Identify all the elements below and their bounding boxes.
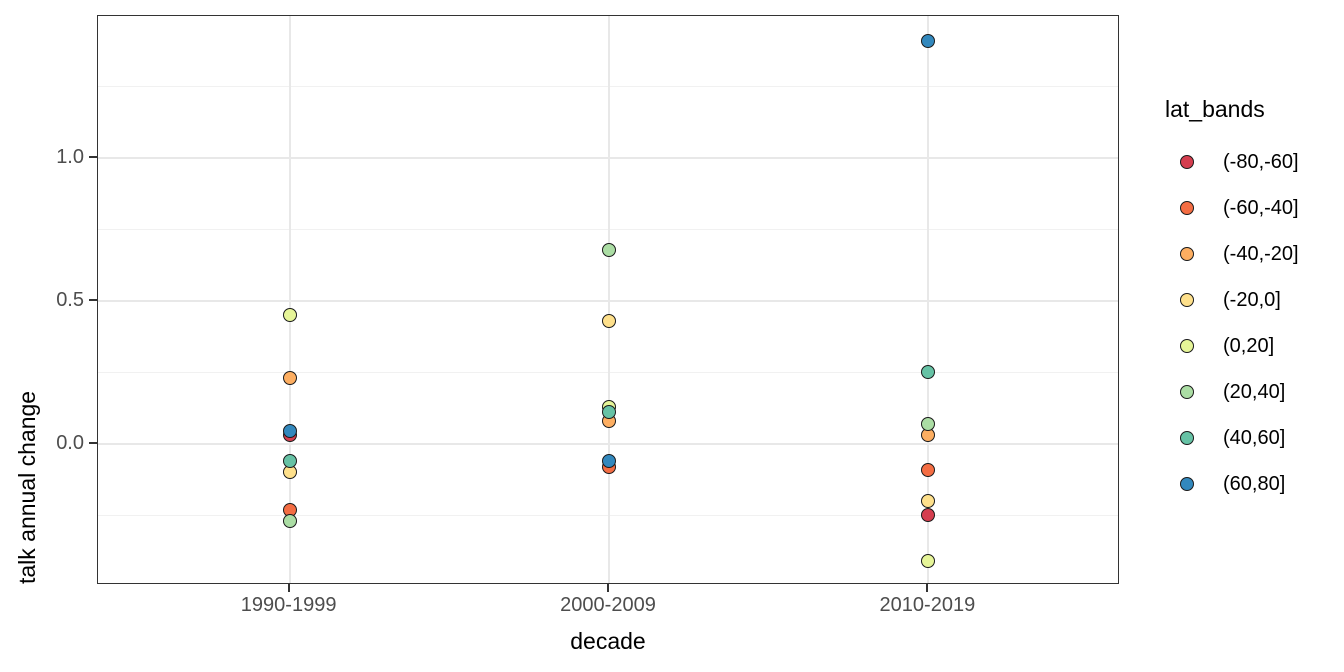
x-axis-title: decade	[570, 628, 646, 654]
x-tick-mark	[607, 584, 609, 592]
legend-item-label: (-40,-20]	[1223, 242, 1299, 265]
x-tick-label: 2010-2019	[879, 594, 976, 616]
legend: lat_bands (-80,-60] (-60,-40] (-40,-20] (-2…	[1163, 96, 1343, 507]
legend-item-label: (-60,-40]	[1223, 196, 1299, 219]
x-tick-mark	[926, 584, 929, 592]
y-tick-label: 0.0	[56, 431, 84, 454]
legend-items: (-80,-60] (-60,-40] (-40,-20] (-20,0] (0,20]…	[1163, 139, 1343, 507]
legend-item-label: (0,20]	[1223, 334, 1275, 357]
y-tick-label: 1.0	[56, 146, 84, 169]
legend-item: (40,60]	[1163, 415, 1343, 461]
legend-key-icon	[1180, 477, 1194, 491]
legend-key-icon	[1180, 293, 1194, 307]
x-tick-label: 2000-2009	[560, 594, 656, 616]
legend-item-label: (20,40]	[1223, 380, 1286, 403]
data-point	[282, 371, 297, 386]
legend-key-icon	[1180, 431, 1194, 445]
data-point	[602, 405, 616, 420]
legend-item: (-40,-20]	[1163, 231, 1343, 277]
data-point	[921, 508, 936, 523]
legend-key-icon	[1180, 339, 1194, 353]
legend-key-icon	[1180, 155, 1194, 169]
x-tick-mark	[287, 584, 290, 592]
vertical-gridline	[608, 16, 610, 583]
data-point	[921, 34, 936, 49]
legend-title: lat_bands	[1165, 96, 1265, 122]
y-tick-mark	[89, 299, 97, 302]
data-point	[282, 308, 297, 323]
plot-panel	[97, 15, 1119, 584]
data-point	[921, 416, 936, 431]
data-point	[282, 514, 297, 529]
legend-item: (-80,-60]	[1163, 139, 1343, 185]
legend-key-icon	[1180, 247, 1194, 261]
data-point	[602, 454, 616, 469]
data-point	[921, 494, 936, 509]
vertical-gridline	[288, 16, 291, 583]
data-point	[282, 424, 297, 439]
data-point	[921, 365, 936, 380]
legend-item: (60,80]	[1163, 461, 1343, 507]
vertical-gridline	[927, 16, 930, 583]
legend-item-label: (-80,-60]	[1223, 150, 1299, 173]
x-tick-label: 1990-1999	[240, 594, 337, 616]
legend-item-label: (40,60]	[1223, 426, 1286, 449]
y-tick-label: 0.5	[56, 289, 84, 312]
y-tick-mark	[89, 441, 97, 444]
data-point	[282, 454, 297, 469]
legend-item: (-60,-40]	[1163, 185, 1343, 231]
data-point	[921, 554, 936, 568]
legend-item-label: (60,80]	[1223, 472, 1286, 495]
legend-key-icon	[1180, 201, 1194, 215]
legend-item: (20,40]	[1163, 369, 1343, 415]
data-point	[602, 242, 616, 257]
data-point	[921, 462, 936, 477]
y-tick-mark	[89, 156, 97, 159]
legend-key-icon	[1180, 385, 1194, 399]
legend-item-label: (-20,0]	[1223, 288, 1281, 311]
legend-item: (-20,0]	[1163, 277, 1343, 323]
legend-item: (0,20]	[1163, 323, 1343, 369]
data-point	[602, 314, 616, 329]
